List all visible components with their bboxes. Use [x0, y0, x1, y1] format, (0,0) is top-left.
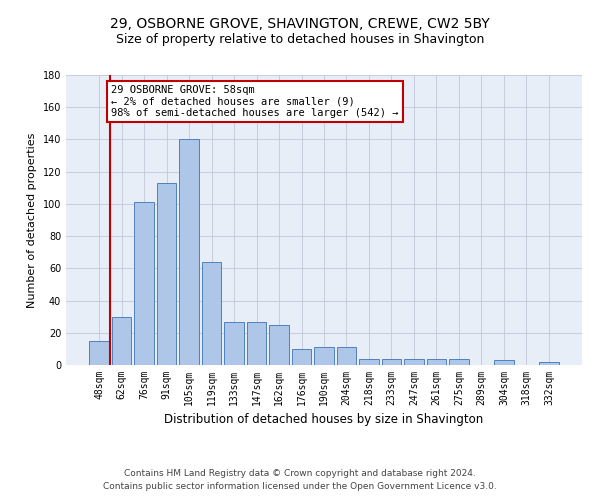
- Bar: [224, 322, 244, 365]
- Text: Size of property relative to detached houses in Shavington: Size of property relative to detached ho…: [116, 32, 484, 46]
- Bar: [404, 358, 424, 365]
- Bar: [539, 362, 559, 365]
- Bar: [134, 202, 154, 365]
- Bar: [112, 316, 131, 365]
- Bar: [382, 358, 401, 365]
- Bar: [157, 183, 176, 365]
- Bar: [247, 322, 266, 365]
- Bar: [269, 324, 289, 365]
- Text: Contains HM Land Registry data © Crown copyright and database right 2024.: Contains HM Land Registry data © Crown c…: [124, 468, 476, 477]
- Bar: [449, 358, 469, 365]
- Text: 29 OSBORNE GROVE: 58sqm
← 2% of detached houses are smaller (9)
98% of semi-deta: 29 OSBORNE GROVE: 58sqm ← 2% of detached…: [112, 84, 399, 118]
- X-axis label: Distribution of detached houses by size in Shavington: Distribution of detached houses by size …: [164, 414, 484, 426]
- Bar: [89, 341, 109, 365]
- Text: Contains public sector information licensed under the Open Government Licence v3: Contains public sector information licen…: [103, 482, 497, 491]
- Bar: [202, 262, 221, 365]
- Bar: [337, 348, 356, 365]
- Bar: [179, 140, 199, 365]
- Bar: [427, 358, 446, 365]
- Bar: [359, 358, 379, 365]
- Bar: [494, 360, 514, 365]
- Bar: [314, 348, 334, 365]
- Text: 29, OSBORNE GROVE, SHAVINGTON, CREWE, CW2 5BY: 29, OSBORNE GROVE, SHAVINGTON, CREWE, CW…: [110, 18, 490, 32]
- Bar: [292, 349, 311, 365]
- Y-axis label: Number of detached properties: Number of detached properties: [27, 132, 37, 308]
